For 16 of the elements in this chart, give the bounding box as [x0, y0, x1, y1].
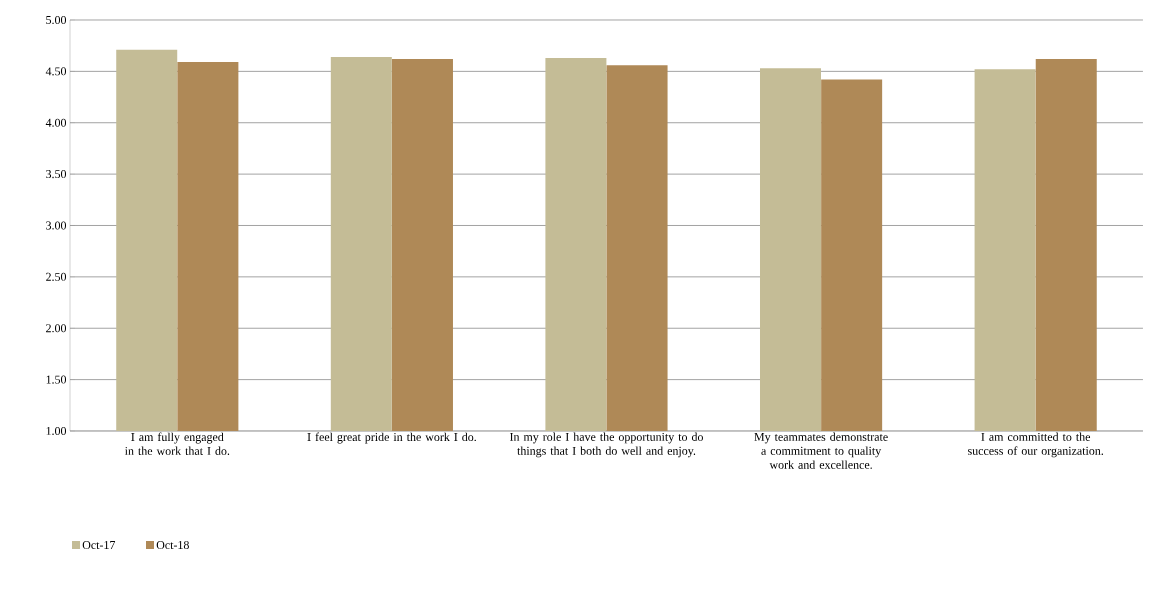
y-tick-label: 5.00	[46, 15, 67, 25]
y-tick-label: 1.50	[46, 375, 67, 384]
y-tick-label: 4.50	[45, 67, 67, 76]
y-tick-label: 2.50	[46, 272, 67, 281]
y-tick-label: 2.00	[46, 324, 67, 333]
legend-label: Oct-17	[82, 540, 116, 549]
x-tick-label: In my role I have the opportunity to do things that I both do well and enjoy.	[509, 432, 703, 458]
y-tick-label: 4.00	[45, 118, 67, 127]
x-tick-label: I am fully engaged in the work that I do.	[124, 432, 230, 456]
y-tick-label: 1.00	[46, 426, 67, 436]
x-tick-label: My teammates demonstrate a commitment to quality work and excellence.	[754, 432, 888, 469]
y-tick-label: 3.50	[46, 170, 67, 179]
y-tick-label: 3.00	[46, 221, 67, 230]
x-tick-label: I feel great pride in the work I do.	[307, 432, 476, 444]
legend-label: Oct-18	[156, 540, 189, 550]
x-tick-label: I am committed to the success of our organization.	[968, 432, 1103, 458]
